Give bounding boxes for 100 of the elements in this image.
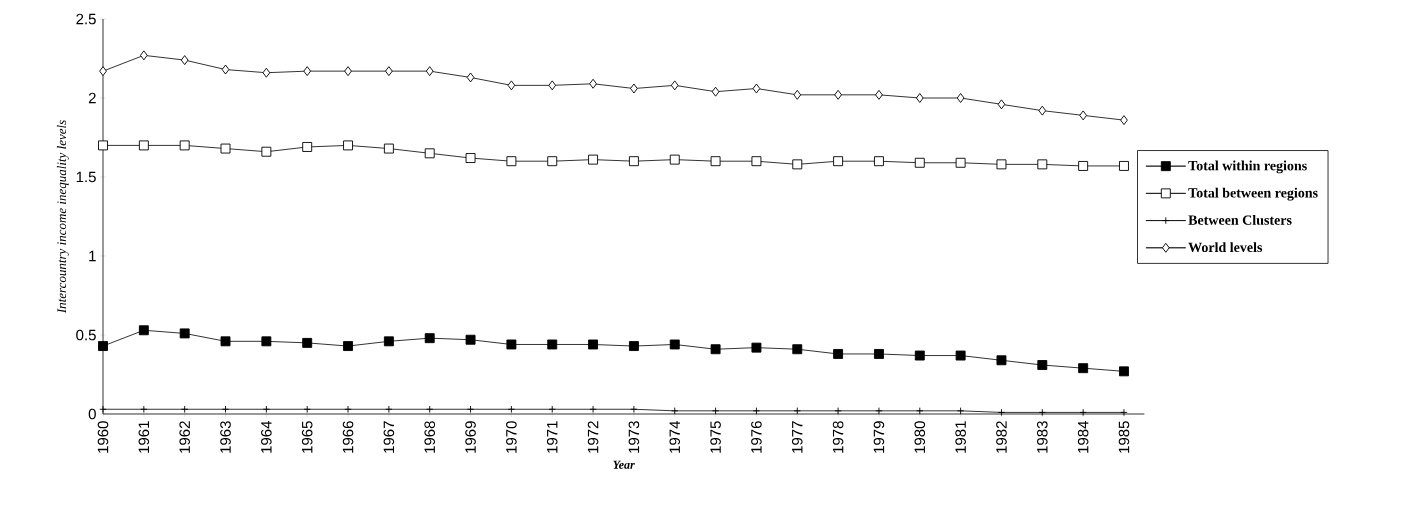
point — [628, 156, 639, 167]
point — [588, 339, 599, 350]
x-tick-label: 1984 — [1077, 420, 1089, 453]
legend-label: Total between regions — [1188, 187, 1318, 201]
point — [343, 341, 353, 352]
point — [956, 93, 965, 103]
x-tick-label: 1977 — [791, 421, 803, 453]
point — [506, 156, 517, 167]
x-tick-label: 1964 — [261, 420, 272, 453]
point — [138, 325, 149, 336]
x-tick-label: 1981 — [955, 421, 966, 453]
point — [875, 89, 883, 100]
point — [751, 156, 762, 167]
y-tick-label: 2 — [88, 92, 96, 104]
point — [548, 405, 556, 413]
point — [179, 328, 190, 339]
point — [181, 405, 189, 413]
y-tick-label: 1 — [89, 250, 96, 262]
point — [630, 405, 638, 413]
point — [466, 405, 475, 413]
point — [669, 339, 680, 350]
x-tick-label: 1963 — [220, 421, 231, 453]
y-tick-label: 0.5 — [76, 329, 96, 341]
point — [221, 405, 230, 413]
point — [589, 405, 597, 413]
point — [302, 142, 313, 152]
point — [751, 342, 762, 353]
point — [752, 83, 761, 94]
point — [261, 146, 272, 157]
point — [344, 66, 352, 77]
point — [547, 156, 558, 167]
x-tick-label: 1961 — [138, 421, 150, 453]
point — [385, 405, 393, 413]
x-tick-label: 1983 — [1036, 421, 1048, 453]
point — [875, 407, 883, 415]
point — [179, 140, 190, 151]
point — [793, 89, 802, 100]
point — [589, 78, 597, 89]
x-tick-label: 1960 — [97, 421, 109, 453]
point — [140, 405, 148, 413]
point — [99, 66, 107, 77]
point — [588, 154, 599, 165]
point — [426, 405, 434, 413]
point — [996, 355, 1007, 366]
y-tick-label: 2.5 — [76, 13, 96, 25]
legend-label: World levels — [1188, 242, 1263, 253]
x-tick-label: 1985 — [1118, 421, 1130, 453]
point — [303, 66, 312, 77]
point — [383, 143, 394, 154]
point — [956, 407, 965, 415]
point — [792, 344, 803, 355]
point — [710, 156, 721, 167]
point — [466, 72, 475, 83]
point — [507, 405, 516, 413]
point — [710, 344, 721, 355]
point — [628, 341, 639, 352]
x-tick-label: 1965 — [301, 421, 313, 453]
point — [344, 405, 352, 413]
point — [1038, 105, 1047, 116]
point — [833, 349, 844, 359]
x-tick-label: 1978 — [832, 421, 844, 453]
legend-label: Between Clusters — [1188, 214, 1292, 225]
point — [671, 407, 679, 415]
point — [752, 407, 761, 415]
point — [465, 334, 476, 345]
point — [547, 339, 558, 350]
x-tick-label: 1973 — [628, 421, 640, 453]
point — [1079, 110, 1087, 121]
point — [98, 140, 108, 151]
point — [711, 407, 720, 415]
x-tick-label: 1976 — [751, 421, 762, 453]
x-axis-title: Year — [613, 460, 635, 469]
point — [1037, 159, 1048, 170]
x-tick-label: 1962 — [179, 421, 190, 453]
point — [873, 156, 884, 167]
point — [834, 89, 842, 100]
point — [221, 64, 230, 75]
point — [793, 407, 801, 415]
point — [383, 336, 394, 347]
point — [669, 154, 680, 165]
point — [997, 408, 1006, 417]
point — [996, 159, 1007, 170]
point — [262, 405, 271, 413]
legend-label: Total within regions — [1188, 160, 1307, 174]
point — [1037, 360, 1048, 370]
point — [506, 339, 517, 350]
x-tick-label: 1980 — [914, 421, 926, 453]
point — [138, 140, 149, 151]
x-tick-label: 1975 — [710, 421, 721, 453]
y-tick-label: 1.5 — [76, 171, 96, 183]
x-tick-label: 1970 — [506, 421, 517, 453]
point — [1038, 408, 1046, 417]
point — [425, 66, 434, 77]
x-tick-label: 1971 — [546, 421, 558, 453]
point — [1119, 366, 1129, 377]
point — [955, 350, 966, 361]
point — [1120, 115, 1128, 126]
point — [1079, 408, 1087, 417]
point — [548, 80, 557, 91]
point — [98, 341, 108, 352]
